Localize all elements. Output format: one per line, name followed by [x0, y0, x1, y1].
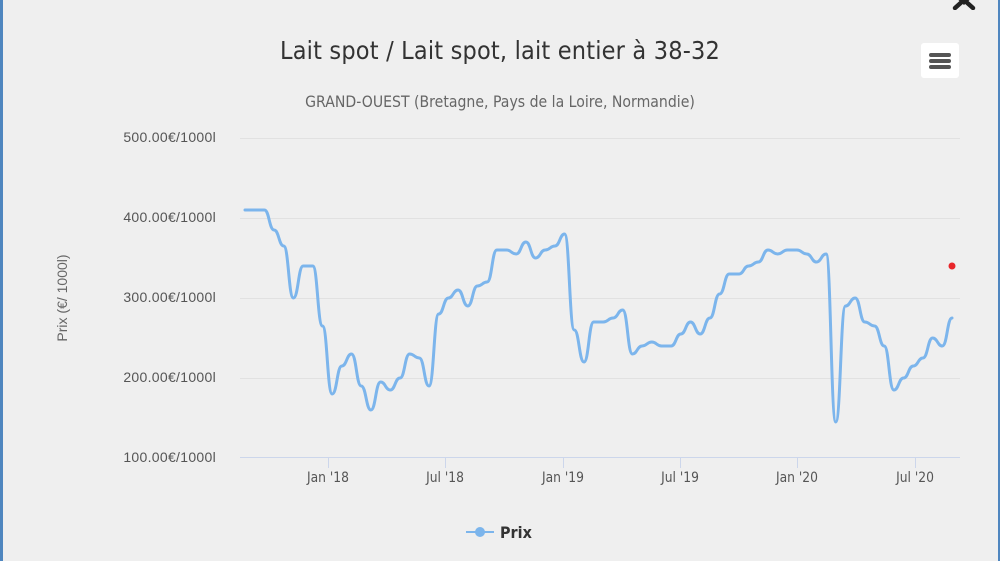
y-tick-label: 300.00€/1000l — [123, 289, 216, 305]
hamburger-menu-icon-bar — [929, 65, 951, 69]
y-tick-label: 200.00€/1000l — [123, 369, 216, 385]
x-tick-label: Jul '19 — [661, 470, 699, 486]
x-tick-label: Jan '20 — [776, 470, 818, 486]
hamburger-menu-icon-bar — [929, 59, 951, 63]
legend-item-prix[interactable]: Prix — [466, 520, 535, 544]
legend-label: Prix — [500, 522, 532, 542]
close-button[interactable] — [952, 0, 976, 11]
price-series-line[interactable] — [243, 208, 954, 424]
close-x-icon — [952, 0, 976, 11]
grid-lines — [240, 138, 960, 379]
chart-context-menu-button[interactable] — [921, 43, 959, 78]
y-tick-label: 100.00€/1000l — [123, 449, 216, 465]
legend-line-marker-icon — [466, 526, 494, 538]
last-data-point-marker[interactable] — [948, 262, 956, 270]
window-border-left — [0, 0, 3, 561]
chart-title: Lait spot / Lait spot, lait entier à 38-… — [279, 36, 721, 65]
x-tick-label: Jan '19 — [542, 470, 584, 486]
chart-subtitle: GRAND-OUEST (Bretagne, Pays de la Loire,… — [305, 92, 695, 111]
window-border-right — [998, 0, 1000, 561]
hamburger-menu-icon — [929, 53, 951, 57]
x-tick-label: Jan '18 — [307, 470, 349, 486]
x-tick-label: Jul '18 — [426, 470, 464, 486]
x-tick-label: Jul '20 — [896, 470, 934, 486]
y-tick-label: 500.00€/1000l — [123, 129, 216, 145]
x-axis — [240, 457, 960, 468]
y-tick-label: 400.00€/1000l — [123, 209, 216, 225]
